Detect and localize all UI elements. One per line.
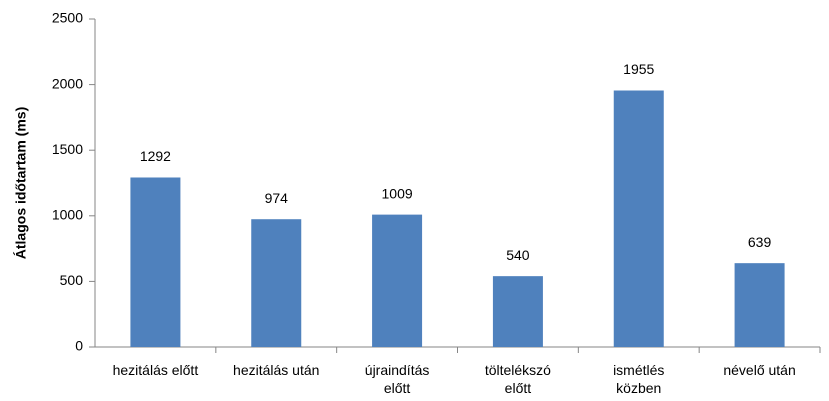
y-tick-label: 1000 (52, 207, 83, 223)
x-tick-label: ismétlés közben (613, 362, 665, 396)
y-tick-label: 500 (60, 272, 84, 288)
bar (372, 214, 423, 347)
bar (130, 177, 181, 347)
x-tick-label: hezitálás előtt (112, 362, 199, 378)
data-label: 1292 (140, 148, 171, 164)
bar (613, 90, 664, 347)
x-tick-label: újraindítás előtt (364, 362, 430, 396)
y-tick-label: 2000 (52, 75, 83, 91)
data-label: 639 (748, 234, 772, 250)
bar (734, 263, 785, 347)
bar (492, 276, 543, 347)
data-label: 540 (506, 247, 530, 263)
data-label: 1009 (382, 185, 413, 201)
x-tick-label: névelő után (723, 362, 796, 378)
data-label: 974 (265, 190, 289, 206)
y-axis-label: Átlagos időtartam (ms) (13, 107, 29, 259)
x-tick-label: töltelékszó előtt (484, 362, 551, 396)
bar (251, 219, 302, 347)
x-tick-label: hezitálás után (233, 362, 320, 378)
y-tick-label: 0 (75, 338, 83, 354)
y-tick-label: 2500 (52, 10, 83, 26)
y-tick-label: 1500 (52, 141, 83, 157)
data-label: 1955 (623, 61, 654, 77)
